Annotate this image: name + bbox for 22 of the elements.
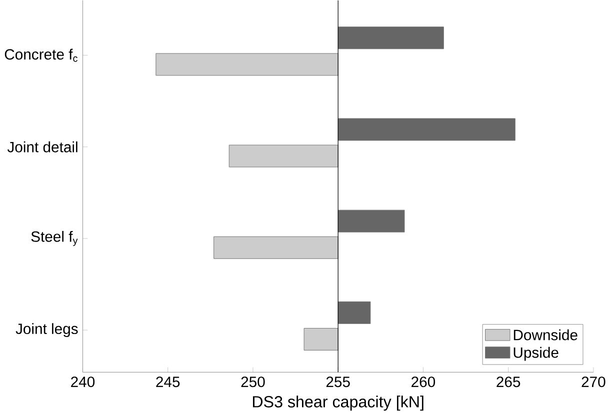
x-tick-label: 245: [156, 376, 180, 388]
y-tick-label: Joint detail: [7, 142, 78, 152]
bar: [228, 144, 338, 168]
x-tick-label: 265: [496, 376, 520, 388]
x-tick-label: 240: [71, 376, 95, 388]
x-tick-label: 270: [582, 376, 606, 388]
x-axis-title: DS3 shear capacity [kN]: [252, 396, 424, 411]
bar: [214, 236, 338, 259]
x-tick-label: 260: [412, 376, 436, 388]
x-tick-label: 250: [241, 376, 265, 388]
legend-label: Downside: [514, 329, 578, 340]
bar: [338, 302, 371, 324]
bar: [304, 328, 338, 351]
legend-label: Upside: [514, 347, 558, 361]
bar: [338, 210, 405, 232]
y-tick-label: Joint legs: [16, 323, 78, 338]
y-tick-label: Concrete f$_{c}$: [4, 48, 78, 62]
bar: [338, 118, 516, 141]
bar: [338, 26, 444, 50]
y-tick-label: Steel f$_{y}$: [31, 231, 78, 246]
bar: [156, 53, 338, 76]
x-tick-label: 255: [326, 376, 350, 388]
